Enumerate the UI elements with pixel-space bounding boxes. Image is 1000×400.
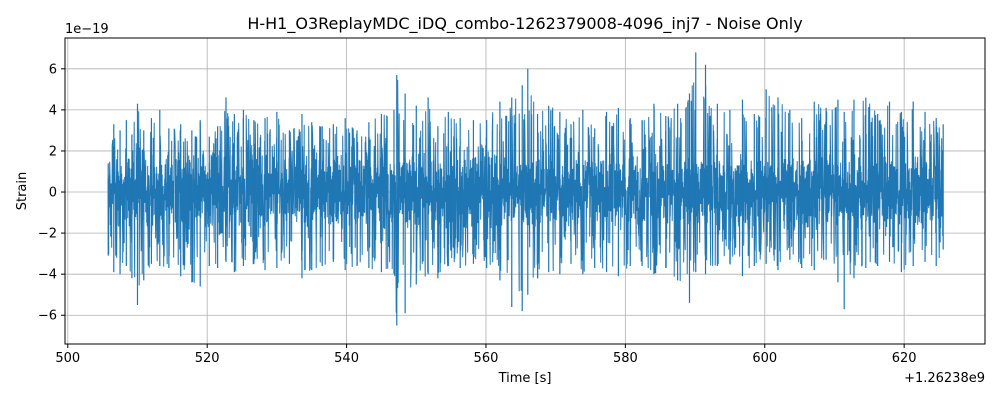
x-tick-label: 500 — [55, 351, 80, 366]
axes-frame — [64, 37, 986, 345]
y-tick-label: −2 — [38, 227, 57, 242]
strain-trace — [107, 79, 944, 313]
chart-title: H-H1_O3ReplayMDC_iDQ_combo-1262379008-40… — [247, 14, 802, 34]
y-tick-label: 6 — [49, 62, 57, 77]
y-tick-label: −6 — [38, 309, 57, 324]
y-axis-label: Strain — [15, 172, 30, 211]
x-tick-label: 520 — [195, 351, 220, 366]
y-tick-label: 2 — [49, 144, 57, 159]
y-tick-label: −4 — [38, 268, 57, 283]
plot-area: 500 520 540 560 580 600 620 −6 −4 −2 0 2 4 6 — [38, 37, 986, 366]
x-tick-label: 540 — [334, 351, 359, 366]
y-tick-label: 0 — [49, 186, 57, 201]
x-tick-label: 560 — [474, 351, 499, 366]
x-axis-label: Time [s] — [498, 371, 552, 386]
x-tick-label: 580 — [613, 351, 638, 366]
x-tick-label: 620 — [892, 351, 917, 366]
x-axis-offset-label: +1.26238e9 — [904, 371, 985, 386]
y-tick-label: 4 — [49, 103, 57, 118]
y-axis: −6 −4 −2 0 2 4 6 — [38, 62, 65, 324]
x-axis: 500 520 540 560 580 600 620 — [55, 344, 917, 366]
strain-series — [107, 52, 944, 326]
y-axis-scale-label: 1e−19 — [65, 22, 109, 37]
x-tick-label: 600 — [752, 351, 777, 366]
